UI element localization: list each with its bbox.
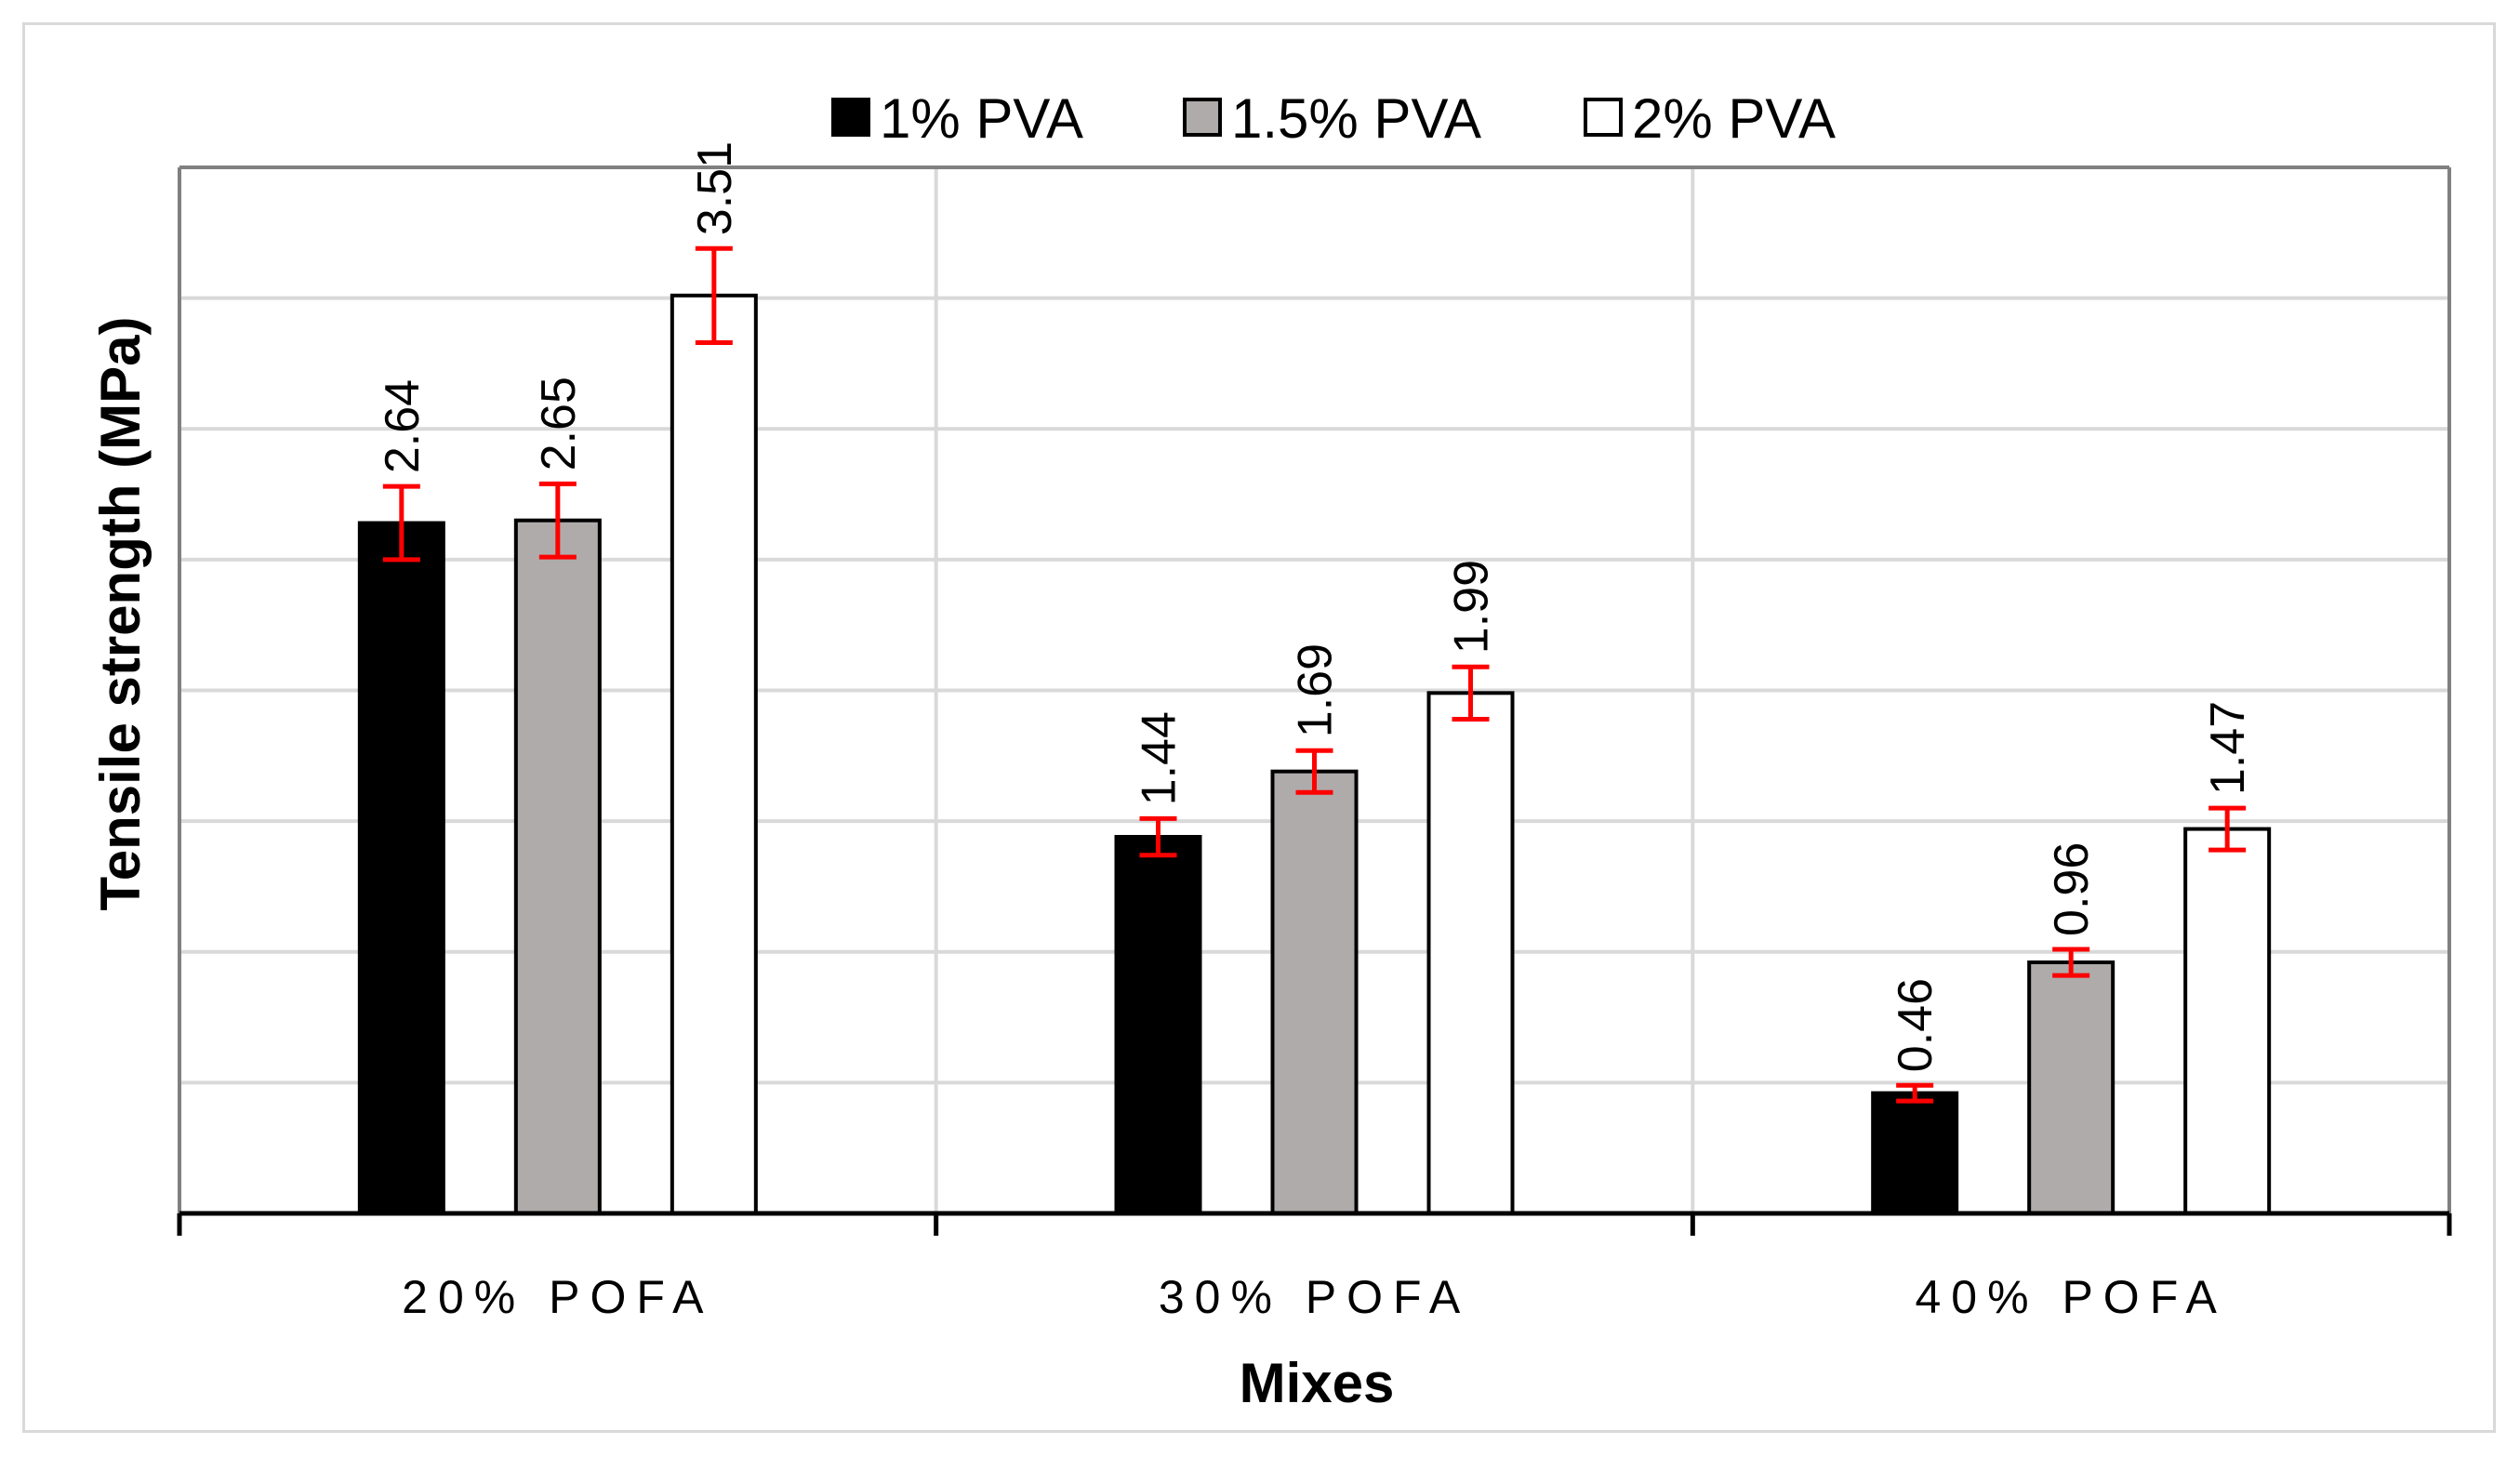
data-label-2-0: 0.46 [1889, 978, 1943, 1072]
data-label-2-1: 0.96 [2045, 842, 2099, 936]
bars: 2.64 2.65 3.51 1.44 1.69 1.99 0.46 0.96 1.47 [357, 141, 2272, 1215]
bar-1-2 [1426, 691, 1515, 1215]
bar-2-0 [1871, 1091, 1959, 1215]
data-label-1-2: 1.99 [1445, 560, 1499, 654]
bar-0-1 [513, 518, 602, 1215]
data-label-1-1: 1.69 [1289, 643, 1343, 737]
data-label-1-0: 1.44 [1133, 711, 1187, 805]
bar-1-1 [1270, 769, 1359, 1215]
x-tick-label-0: 20% POFA [402, 1271, 713, 1323]
legend-label-1: 1.5% PVA [1231, 87, 1481, 150]
data-label-0-1: 2.65 [532, 377, 586, 470]
legend-label-2: 2% PVA [1632, 87, 1836, 150]
bar-2-2 [2183, 827, 2272, 1215]
x-axis-title: Mixes [1240, 1352, 1395, 1414]
legend-swatch-1 [1183, 98, 1222, 137]
bar-2-1 [2027, 960, 2115, 1215]
x-tick-label-2: 40% POFA [1915, 1271, 2226, 1323]
data-label-0-0: 2.64 [376, 379, 430, 473]
bar-0-2 [670, 293, 758, 1215]
legend-swatch-0 [831, 98, 870, 137]
data-label-0-2: 3.51 [688, 141, 742, 235]
legend-swatch-2 [1584, 98, 1623, 137]
axes: 20% POFA 30% POFA 40% POFA [177, 166, 2452, 1323]
legend-label-0: 1% PVA [880, 87, 1083, 150]
bar-0-0 [357, 521, 445, 1215]
x-tick-label-1: 30% POFA [1159, 1271, 1470, 1323]
legend: 1% PVA 1.5% PVA 2% PVA [831, 87, 1836, 150]
data-label-2-2: 1.47 [2201, 701, 2255, 795]
bar-1-0 [1114, 835, 1202, 1215]
y-axis-title: Tensile strength (MPa) [89, 317, 152, 911]
